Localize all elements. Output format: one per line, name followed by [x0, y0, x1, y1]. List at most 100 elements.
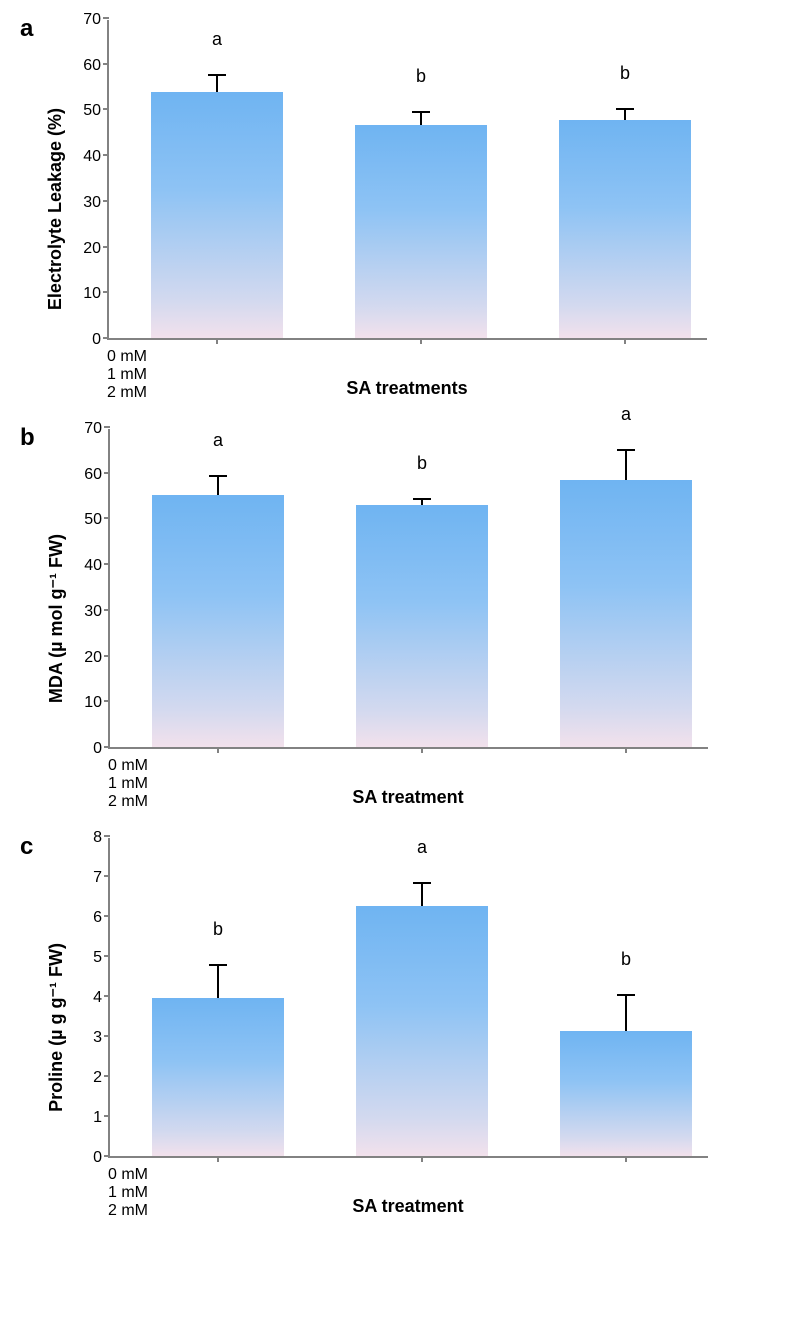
chart-wrap: Electrolyte Leakage (%)706050403020100ab… [40, 20, 773, 399]
axis-area: 706050403020100aba0 mM1 mM2 mMSA treatme… [72, 429, 708, 808]
y-tick-mark [103, 17, 109, 19]
y-axis-ticks: 706050403020100 [72, 429, 108, 749]
y-tick-label: 70 [83, 12, 101, 28]
y-tick-label: 0 [93, 741, 102, 757]
x-tick-mark [217, 747, 219, 753]
error-bar [421, 883, 423, 906]
plot-area: abb [107, 20, 707, 340]
bar [559, 120, 691, 338]
y-tick-label: 70 [84, 421, 102, 437]
bar [356, 505, 488, 747]
error-bar [216, 75, 218, 92]
y-tick-mark [104, 915, 110, 917]
x-tick-mark [624, 338, 626, 344]
x-tick-label: 1 mM [107, 366, 707, 384]
error-bar [625, 450, 627, 480]
x-tick-label: 0 mM [108, 1166, 708, 1184]
error-cap [616, 108, 634, 110]
y-tick-label: 50 [84, 512, 102, 528]
y-axis-label: MDA (µ mol g⁻¹ FW) [40, 534, 72, 703]
x-tick-label: 0 mM [108, 757, 708, 775]
y-tick-mark [104, 955, 110, 957]
y-tick-mark [104, 995, 110, 997]
y-tick-mark [104, 609, 110, 611]
panel-a: aElectrolyte Leakage (%)706050403020100a… [20, 20, 773, 399]
y-tick-label: 0 [92, 332, 101, 348]
panel-label: c [20, 833, 33, 861]
y-tick-mark [104, 875, 110, 877]
error-cap [209, 964, 227, 966]
error-cap [617, 994, 635, 996]
x-tick-mark [217, 1156, 219, 1162]
y-tick-label: 20 [83, 241, 101, 257]
y-tick-label: 50 [83, 103, 101, 119]
x-tick-label: 2 mM [107, 384, 707, 402]
error-cap [413, 498, 431, 500]
significance-label: b [416, 66, 426, 87]
plot-row: 876543210bab [72, 838, 708, 1158]
plot-area: b a b [108, 838, 708, 1158]
error-cap [209, 475, 227, 477]
y-tick-label: 3 [93, 1030, 102, 1046]
y-tick-mark [103, 154, 109, 156]
y-tick-mark [104, 835, 110, 837]
chart-wrap: Proline (µ g g⁻¹ FW)876543210bab0 mM1 mM… [40, 838, 773, 1217]
y-axis-ticks: 706050403020100 [71, 20, 107, 340]
y-tick-label: 40 [83, 149, 101, 165]
y-tick-mark [104, 1115, 110, 1117]
y-tick-label: 4 [93, 990, 102, 1006]
axis-area: 706050403020100abb0 mM1 mM2 mMSA treatme… [71, 20, 707, 399]
y-tick-mark [103, 337, 109, 339]
y-tick-mark [104, 472, 110, 474]
error-cap [413, 882, 431, 884]
x-tick-label: 0 mM [107, 348, 707, 366]
y-tick-label: 1 [93, 1110, 102, 1126]
bar [152, 998, 284, 1156]
x-tick-mark [421, 1156, 423, 1162]
y-tick-label: 40 [84, 558, 102, 574]
y-tick-label: 30 [84, 604, 102, 620]
y-tick-label: 5 [93, 950, 102, 966]
y-tick-mark [103, 108, 109, 110]
error-cap [617, 449, 635, 451]
y-tick-label: 60 [84, 467, 102, 483]
y-tick-label: 7 [93, 870, 102, 886]
x-tick-label: 2 mM [108, 1202, 708, 1220]
significance-label: a [417, 837, 427, 858]
y-tick-mark [104, 563, 110, 565]
x-axis-labels: 0 mM1 mM2 mM [107, 348, 707, 368]
y-axis-label: Proline (µ g g⁻¹ FW) [40, 943, 72, 1112]
y-tick-label: 30 [83, 195, 101, 211]
bar [355, 125, 487, 338]
y-tick-label: 2 [93, 1070, 102, 1086]
error-bar [217, 965, 219, 998]
x-tick-label: 1 mM [108, 775, 708, 793]
significance-label: b [621, 949, 631, 970]
significance-label: b [213, 919, 223, 940]
y-axis-ticks: 876543210 [72, 838, 108, 1158]
y-tick-label: 60 [83, 58, 101, 74]
x-axis-labels: 0 mM1 mM2 mM [108, 1166, 708, 1186]
axis-area: 876543210bab0 mM1 mM2 mMSA treatment [72, 838, 708, 1217]
x-tick-mark [216, 338, 218, 344]
x-tick-mark [421, 747, 423, 753]
y-tick-label: 20 [84, 650, 102, 666]
x-tick-label: 1 mM [108, 1184, 708, 1202]
y-tick-label: 10 [84, 695, 102, 711]
y-tick-mark [103, 200, 109, 202]
y-tick-mark [104, 746, 110, 748]
bar [152, 495, 284, 747]
plot-area: aba [108, 429, 708, 749]
y-tick-label: 0 [93, 1150, 102, 1166]
significance-label: b [417, 453, 427, 474]
y-tick-label: 8 [93, 830, 102, 846]
significance-label: a [212, 29, 222, 50]
error-cap [412, 111, 430, 113]
x-tick-label: 2 mM [108, 793, 708, 811]
y-tick-mark [104, 655, 110, 657]
y-tick-mark [104, 1155, 110, 1157]
error-bar [217, 476, 219, 494]
x-axis-labels: 0 mM1 mM2 mM [108, 757, 708, 777]
y-tick-mark [104, 1035, 110, 1037]
y-tick-label: 6 [93, 910, 102, 926]
